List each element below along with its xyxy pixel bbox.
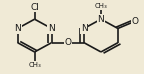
Text: N: N <box>14 24 21 33</box>
Text: CH₃: CH₃ <box>95 3 107 9</box>
Text: CH₃: CH₃ <box>28 62 41 68</box>
Text: O: O <box>64 38 71 47</box>
Text: Cl: Cl <box>30 3 39 12</box>
Text: O: O <box>131 17 138 26</box>
Text: N: N <box>81 24 87 33</box>
Text: N: N <box>98 15 104 24</box>
Text: N: N <box>48 24 55 33</box>
